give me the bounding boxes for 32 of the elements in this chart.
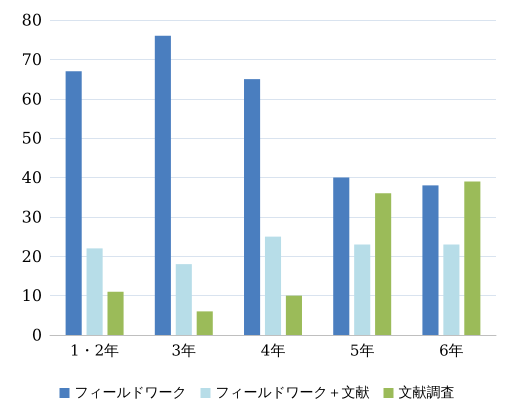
x-tick-label: 4年 (260, 342, 286, 360)
x-tick-label: 1・2年 (70, 342, 120, 360)
bar (422, 185, 439, 335)
bar (196, 311, 213, 335)
bar (354, 244, 370, 335)
bar (286, 296, 302, 335)
bar (107, 292, 124, 335)
bar (154, 36, 171, 335)
bar (264, 236, 282, 335)
x-tick-label: 6年 (439, 342, 464, 360)
y-tick-label: 60 (22, 89, 42, 108)
y-tick-label: 10 (22, 286, 42, 306)
y-tick-label: 50 (22, 128, 42, 148)
y-tick-label: 70 (22, 50, 42, 69)
bar (375, 193, 392, 335)
bar (66, 71, 82, 335)
legend-label: フィールドワーク (74, 385, 186, 401)
bar (464, 181, 480, 335)
bar (176, 264, 192, 335)
x-tick-label: 3年 (172, 342, 196, 360)
legend-label: フィールドワーク＋文献 (216, 385, 370, 401)
bar (443, 244, 460, 335)
bar (86, 248, 103, 335)
y-tick-label: 40 (22, 168, 42, 187)
y-tick-label: 20 (22, 246, 42, 266)
y-tick-label: 0 (32, 326, 42, 344)
legend-label: 文献調査 (398, 385, 454, 401)
y-tick-label: 80 (22, 10, 42, 30)
x-tick-label: 5年 (350, 342, 374, 360)
y-tick-label: 30 (22, 207, 42, 226)
bar (333, 178, 350, 335)
bar (244, 79, 260, 335)
